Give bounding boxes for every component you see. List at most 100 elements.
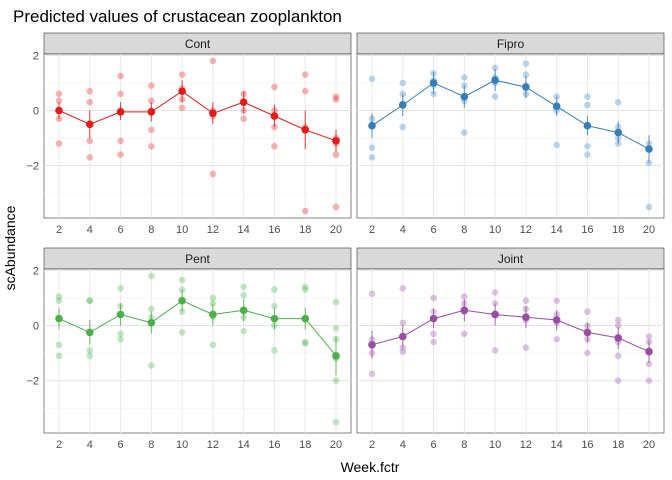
observed-point bbox=[368, 75, 376, 83]
predicted-point bbox=[429, 314, 438, 323]
observed-point bbox=[645, 360, 653, 368]
observed-point bbox=[491, 64, 499, 72]
x-tick-label: 18 bbox=[299, 224, 311, 236]
observed-point bbox=[148, 143, 155, 150]
panel-border bbox=[43, 268, 352, 434]
predicted-point bbox=[460, 92, 469, 101]
observed-point bbox=[301, 340, 309, 347]
observed-point bbox=[332, 151, 340, 158]
predicted-point bbox=[491, 310, 499, 319]
observed-point bbox=[584, 101, 591, 109]
x-tick-label: 16 bbox=[268, 439, 280, 451]
predicted-point bbox=[85, 120, 94, 129]
observed-point bbox=[301, 338, 309, 346]
x-tick-label: 6 bbox=[117, 224, 123, 236]
observed-point bbox=[148, 272, 155, 280]
observed-point bbox=[491, 347, 499, 354]
predicted-point bbox=[614, 334, 623, 342]
observed-point bbox=[522, 71, 530, 78]
observed-point bbox=[301, 207, 309, 215]
observed-point bbox=[117, 330, 124, 338]
observed-point bbox=[209, 57, 217, 65]
observed-point bbox=[55, 297, 63, 304]
predicted-point bbox=[85, 328, 94, 337]
observed-point bbox=[614, 316, 622, 324]
x-axis-title: Week.fctr bbox=[341, 459, 400, 475]
predicted-point bbox=[552, 316, 561, 324]
predicted-point bbox=[645, 145, 653, 153]
x-tick-label: 6 bbox=[430, 439, 436, 451]
x-tick-label: 12 bbox=[207, 224, 219, 236]
observed-point bbox=[271, 286, 278, 293]
observed-point bbox=[553, 335, 560, 343]
observed-point bbox=[240, 327, 247, 335]
observed-point bbox=[148, 362, 155, 369]
predicted-point bbox=[522, 83, 530, 91]
prediction-line bbox=[371, 79, 650, 150]
predicted-point bbox=[239, 98, 248, 107]
observed-point bbox=[271, 143, 278, 150]
x-tick-label: 14 bbox=[551, 439, 563, 451]
observed-point bbox=[117, 151, 124, 158]
observed-point bbox=[461, 129, 468, 136]
observed-point bbox=[332, 93, 340, 101]
observed-point bbox=[55, 293, 63, 300]
x-tick-label: 12 bbox=[207, 439, 219, 451]
x-tick-label: 10 bbox=[489, 224, 501, 236]
observed-point bbox=[522, 344, 530, 351]
observed-point bbox=[522, 60, 530, 67]
observed-point bbox=[399, 319, 407, 327]
y-tick-label: 2 bbox=[33, 265, 39, 277]
observed-point bbox=[584, 93, 591, 101]
observed-point bbox=[86, 297, 94, 304]
predicted-point bbox=[55, 106, 63, 115]
observed-point bbox=[86, 352, 94, 360]
predicted-point bbox=[368, 340, 376, 349]
observed-point bbox=[399, 348, 407, 355]
observed-point bbox=[614, 377, 622, 384]
observed-point bbox=[301, 71, 309, 78]
predicted-point bbox=[552, 102, 561, 111]
observed-point bbox=[368, 154, 376, 161]
x-tick-label: 8 bbox=[461, 224, 467, 236]
observed-point bbox=[553, 141, 560, 149]
observed-point bbox=[148, 126, 155, 134]
y-tick-label: 2 bbox=[33, 50, 39, 62]
x-tick-label: 18 bbox=[299, 439, 311, 451]
observed-point bbox=[399, 284, 407, 292]
observed-point bbox=[86, 98, 94, 106]
x-tick-label: 6 bbox=[117, 439, 123, 451]
observed-point bbox=[461, 330, 468, 338]
observed-point bbox=[86, 137, 94, 145]
observed-point bbox=[178, 104, 186, 112]
panel-border bbox=[356, 268, 665, 434]
observed-point bbox=[399, 123, 407, 131]
predicted-point bbox=[178, 87, 186, 96]
predicted-point bbox=[398, 332, 407, 341]
x-tick-label: 12 bbox=[520, 439, 532, 451]
predicted-point bbox=[491, 76, 499, 84]
prediction-line bbox=[58, 90, 337, 142]
observed-point bbox=[271, 83, 278, 91]
observed-point bbox=[430, 294, 437, 302]
predicted-point bbox=[270, 112, 279, 120]
predicted-point bbox=[301, 125, 310, 134]
x-tick-label: 4 bbox=[87, 439, 93, 451]
observed-point bbox=[86, 297, 94, 304]
observed-point bbox=[491, 93, 499, 101]
x-tick-label: 20 bbox=[643, 439, 655, 451]
observed-point bbox=[117, 284, 124, 292]
predicted-point bbox=[332, 137, 340, 145]
panel-fipro: Fipro 2 4 6 8 10 12 14 16 18 20 bbox=[356, 32, 665, 236]
x-tick-label: 14 bbox=[238, 224, 250, 236]
prediction-line bbox=[371, 309, 650, 353]
observed-point bbox=[430, 338, 437, 346]
x-tick-label: 4 bbox=[400, 439, 406, 451]
x-tick-label: 2 bbox=[56, 224, 62, 236]
observed-point bbox=[491, 289, 499, 296]
predicted-point bbox=[178, 296, 186, 305]
observed-point bbox=[148, 305, 155, 313]
x-tick-label: 10 bbox=[176, 224, 188, 236]
x-tick-label: 8 bbox=[148, 224, 154, 236]
